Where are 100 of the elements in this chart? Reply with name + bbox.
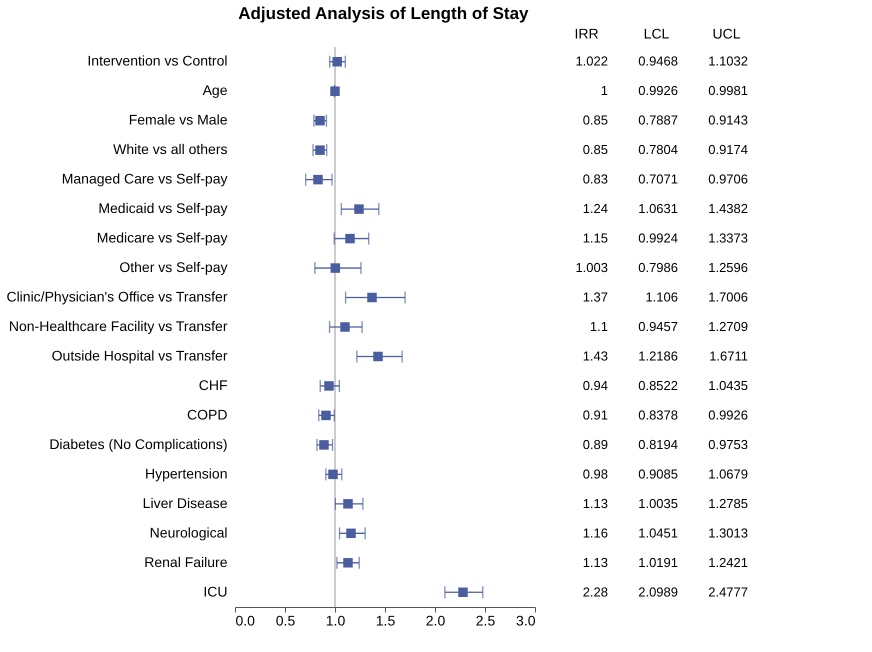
point [343,558,353,568]
text: 0.8522 [638,378,678,393]
text: 0.9926 [708,407,748,422]
y-tick-label: Age [202,82,228,98]
text: 1.0631 [638,201,678,216]
text: 1.2421 [708,554,748,570]
text: UCL [712,26,741,42]
point [330,86,340,96]
point [315,116,325,126]
text: 1.2709 [708,319,748,334]
text: 0.9468 [638,54,678,69]
point [345,234,355,244]
text: 0.9924 [638,230,678,246]
data-label: 1.1 [590,319,608,334]
data-label: 0.85 [582,112,608,128]
data-label: 1.37 [582,290,608,305]
data-label: 1.022 [575,54,608,69]
text: 1.3013 [708,525,748,540]
data-label: 1.13 [582,496,608,511]
text: 1.0451 [638,525,678,540]
y-tick-label: Intervention vs Control [87,52,228,69]
point [354,204,364,214]
text: 1.2596 [708,260,748,276]
data-label: 0.98 [582,466,608,482]
data-label: 0.85 [582,142,608,158]
chart-title: Adjusted Analysis of Length of Stay [238,4,530,23]
y-tick-label: Neurological [150,524,228,540]
text: 0.9085 [638,466,678,482]
text: 0.9706 [708,172,748,187]
point [340,322,350,332]
text: 0.9143 [708,112,748,128]
y-tick-label: COPD [187,406,228,422]
point [373,352,383,362]
text: 1.0191 [638,554,678,570]
text: 0.7986 [638,260,678,276]
text: IRR [574,26,599,42]
data-label: 1.003 [575,260,608,276]
x-tick-label: 0.5 [276,612,296,628]
y-tick-label: Outside Hospital vs Transfer [52,347,228,364]
y-tick-label: White vs all others [113,141,228,158]
x-tick-label: 2.0 [426,612,446,628]
point [367,292,377,302]
x-tick-label: 1.5 [376,612,396,628]
x-tick-label: 3.0 [516,612,536,628]
point [330,263,340,273]
x-tick-label: 2.5 [476,612,496,628]
y-tick-label: Renal Failure [144,554,228,570]
text: 0.7804 [638,142,678,158]
text: 0.9981 [708,83,748,98]
text: 1.1032 [708,54,748,69]
text: LCL [644,26,670,42]
text: 0.7071 [638,172,678,187]
text: 0.9753 [708,436,748,452]
y-tick-label: Medicare vs Self-pay [96,230,228,246]
text: 0.8378 [638,407,678,422]
point [328,470,338,480]
text: 0.7887 [638,112,678,128]
text: 0.9457 [638,319,678,334]
text: 1.0035 [638,496,678,511]
y-tick-label: Other vs Self-pay [119,259,228,276]
y-tick-label: Non-Healthcare Facility vs Transfer [8,318,228,334]
data-label: 1.15 [582,230,608,246]
point [332,56,342,66]
y-tick-label: ICU [203,583,228,600]
y-tick-label: Diabetes (No Complications) [49,436,228,452]
text: 1.2186 [638,348,678,364]
text: 1.3373 [708,230,748,246]
point [313,174,323,184]
text: 0.8194 [638,436,678,452]
data-label: 1.13 [582,554,608,570]
data-label: 0.89 [582,436,608,452]
point [343,499,353,509]
text: 0.9174 [708,142,748,158]
text: 0.9926 [638,83,678,98]
data-label: 0.91 [582,407,608,422]
y-tick-label: Medicaid vs Self-pay [98,200,228,216]
data-label: 1.43 [582,348,608,364]
point [458,588,468,598]
text: 1.7006 [708,290,748,305]
y-tick-label: Clinic/Physician's Office vs Transfer [6,288,228,305]
point [321,410,331,420]
text: 1.0679 [708,466,748,482]
data-label: 2.28 [582,584,608,600]
text: 1.4382 [708,201,748,216]
y-tick-label: Female vs Male [128,112,228,128]
text: 1.2785 [708,496,748,511]
x-tick-label: 1.0 [326,612,346,628]
text: 2.0989 [638,584,678,600]
point [346,528,356,538]
y-tick-label: Hypertension [145,465,228,482]
y-tick-label: Liver Disease [142,494,228,511]
text: 2.4777 [708,584,748,600]
text: 1.6711 [709,348,748,364]
y-tick-label: CHF [198,376,228,393]
x-tick-label: 0.0 [236,612,256,628]
data-label: 0.83 [582,172,608,187]
data-label: 0.94 [582,378,608,393]
data-label: 1.24 [582,201,608,216]
data-label: 1.16 [582,525,608,540]
y-tick-label: Managed Care vs Self-pay [62,170,228,187]
